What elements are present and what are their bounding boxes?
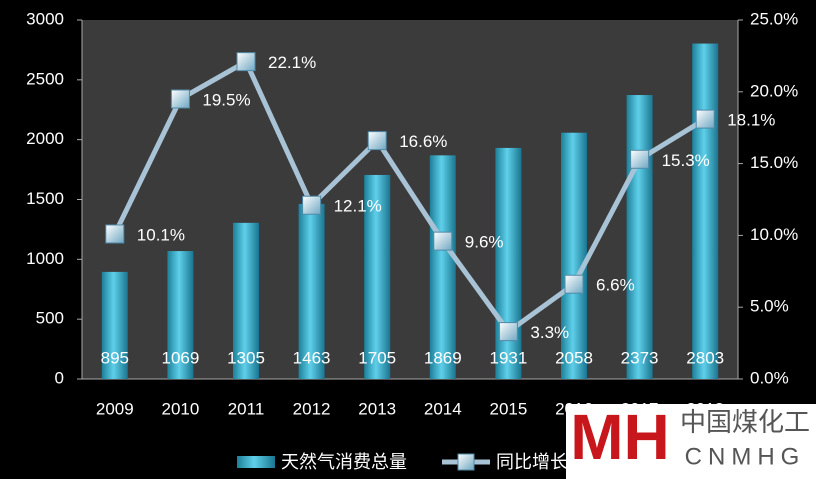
- bar-value-label: 2373: [621, 348, 659, 367]
- y-tick-label: 2000: [26, 129, 64, 148]
- line-value-label: 18.1%: [727, 111, 775, 130]
- bar-value-label: 1463: [293, 348, 331, 367]
- line-value-label: 22.1%: [268, 53, 316, 72]
- y2-tick-label: 15.0%: [750, 153, 798, 172]
- y2-tick-label: 0.0%: [750, 368, 789, 387]
- y-tick-label: 500: [36, 309, 64, 328]
- line-marker: [236, 52, 256, 72]
- y-tick-label: 1500: [26, 189, 64, 208]
- legend-swatch-marker: [457, 453, 475, 471]
- line-marker: [630, 149, 650, 169]
- x-tick-label: 2010: [161, 399, 199, 418]
- line-value-label: 19.5%: [202, 90, 250, 109]
- y2-tick-label: 5.0%: [750, 297, 789, 316]
- bar-value-label: 2803: [686, 348, 724, 367]
- x-tick-label: 2011: [228, 399, 265, 418]
- x-tick-label: 2015: [489, 399, 527, 418]
- bar: [692, 43, 719, 379]
- y-tick-label: 2500: [26, 69, 64, 88]
- x-tick-label: 2009: [96, 399, 134, 418]
- y2-tick-label: 10.0%: [750, 225, 798, 244]
- y-tick-label: 3000: [26, 9, 64, 28]
- bar: [298, 203, 325, 379]
- bar: [626, 95, 653, 379]
- y2-tick-label: 20.0%: [750, 81, 798, 100]
- bar-value-label: 1869: [424, 348, 462, 367]
- bar: [561, 132, 587, 379]
- legend-label: 天然气消费总量: [281, 452, 407, 472]
- bar: [167, 251, 194, 379]
- line-value-label: 12.1%: [334, 197, 382, 216]
- line-value-label: 6.6%: [596, 276, 635, 295]
- line-marker: [564, 274, 584, 294]
- line-marker: [433, 231, 453, 251]
- y-tick-label: 0: [55, 368, 64, 387]
- y2-tick-label: 25.0%: [750, 9, 798, 28]
- line-marker: [170, 89, 190, 109]
- line-marker: [302, 195, 322, 215]
- bar-value-label: 1069: [161, 348, 199, 367]
- line-value-label: 3.3%: [530, 323, 569, 342]
- line-marker: [498, 322, 518, 342]
- bar-value-label: 1931: [489, 348, 527, 367]
- bar-value-label: 1705: [358, 348, 396, 367]
- line-marker: [367, 131, 387, 151]
- watermark-letters: CNMHG: [685, 443, 806, 470]
- bar: [233, 222, 259, 379]
- bar: [101, 271, 128, 379]
- watermark-logo: MH: [570, 401, 670, 473]
- line-marker: [695, 109, 715, 129]
- x-tick-label: 2013: [358, 399, 396, 418]
- watermark-box: [566, 404, 816, 479]
- line-value-label: 16.6%: [399, 132, 447, 151]
- bar-value-label: 895: [101, 348, 129, 367]
- x-tick-label: 2014: [424, 399, 462, 418]
- watermark-name: 中国煤化工: [680, 407, 810, 437]
- legend-label: 同比增长率: [496, 452, 586, 472]
- line-marker: [105, 224, 125, 244]
- legend-swatch: [237, 456, 275, 468]
- x-tick-label: 2012: [293, 399, 331, 418]
- watermark: MH 中国煤化工 CNMHG: [566, 401, 816, 479]
- line-value-label: 10.1%: [137, 225, 185, 244]
- bar-value-label: 1305: [227, 348, 265, 367]
- bar: [429, 155, 456, 379]
- line-value-label: 9.6%: [465, 233, 504, 252]
- y-tick-label: 1000: [26, 249, 64, 268]
- bar: [364, 174, 391, 379]
- bar-value-label: 2058: [555, 348, 593, 367]
- line-value-label: 15.3%: [662, 151, 710, 170]
- line: [112, 59, 707, 335]
- bar: [495, 147, 522, 379]
